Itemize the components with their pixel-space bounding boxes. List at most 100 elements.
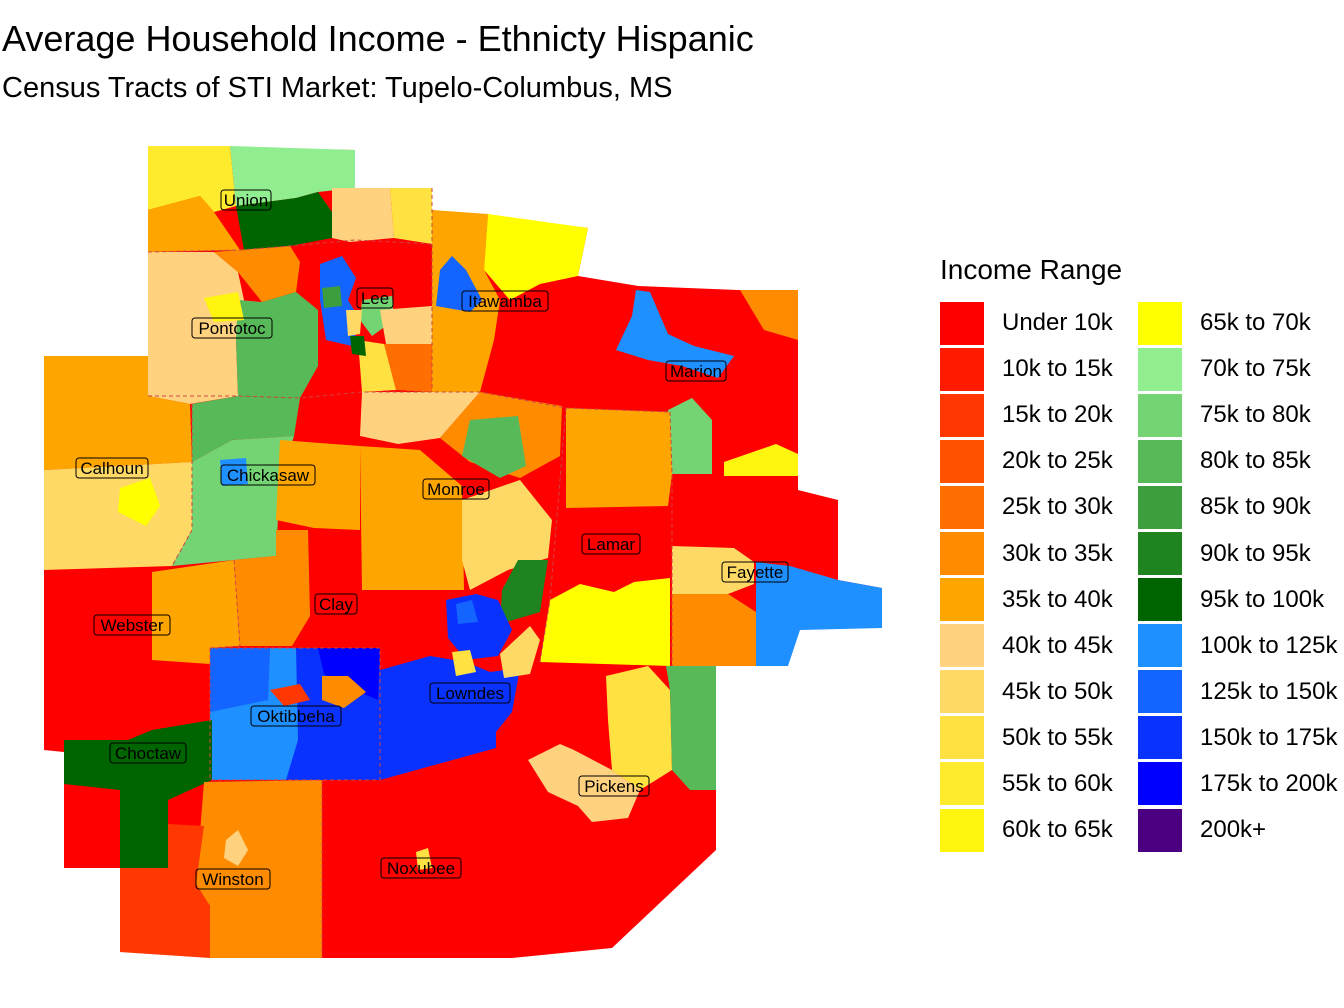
county-label-calhoun: Calhoun <box>75 457 149 479</box>
legend-label: 20k to 25k <box>1002 447 1113 475</box>
county-label-marion: Marion <box>665 360 727 382</box>
tract <box>528 744 640 822</box>
legend-item: 25k to 30k <box>940 484 1138 530</box>
svg-text:Lee: Lee <box>361 289 389 308</box>
tract <box>360 446 464 590</box>
svg-text:Noxubee: Noxubee <box>387 859 455 878</box>
tract <box>152 560 240 664</box>
county-label-lowndes: Lowndes <box>429 682 511 704</box>
legend-item: 125k to 150k <box>1138 669 1344 715</box>
tract <box>44 462 192 570</box>
legend-swatch <box>940 762 984 806</box>
tract <box>566 408 672 508</box>
tract <box>234 530 310 646</box>
legend-label: 35k to 40k <box>1002 585 1113 613</box>
legend-item: 50k to 55k <box>940 715 1138 761</box>
svg-text:Clay: Clay <box>319 595 354 614</box>
legend-item: Under 10k <box>940 300 1138 346</box>
tract <box>740 290 798 340</box>
legend-label: 80k to 85k <box>1200 447 1311 475</box>
legend-item: 30k to 35k <box>940 530 1138 576</box>
legend-swatch <box>1138 762 1182 806</box>
legend-label: 25k to 30k <box>1002 493 1113 521</box>
tract <box>452 650 476 676</box>
tract <box>120 824 210 958</box>
svg-text:Chickasaw: Chickasaw <box>227 466 310 485</box>
legend-swatch <box>1138 347 1182 391</box>
svg-text:Marion: Marion <box>670 362 722 381</box>
legend-item: 45k to 50k <box>940 669 1138 715</box>
legend-swatch <box>1138 439 1182 483</box>
tract <box>118 478 160 526</box>
county-label-clay: Clay <box>314 593 358 615</box>
county-label-noxubee: Noxubee <box>380 857 462 879</box>
tract <box>236 192 332 250</box>
tract <box>540 578 670 666</box>
legend-swatch <box>1138 485 1182 529</box>
svg-text:Fayette: Fayette <box>727 563 784 582</box>
tract <box>416 848 432 870</box>
county-label-union: Union <box>220 189 272 211</box>
tract <box>672 594 756 666</box>
legend-swatch <box>1138 578 1182 622</box>
map-subtitle: Census Tracts of STI Market: Tupelo-Colu… <box>2 72 673 104</box>
legend-item: 85k to 90k <box>1138 484 1344 530</box>
legend-item: 10k to 15k <box>940 346 1138 392</box>
county-label-itawamba: Itawamba <box>461 290 549 312</box>
legend-label: 65k to 70k <box>1200 309 1311 337</box>
county-label-webster: Webster <box>93 614 171 636</box>
legend-item: 95k to 100k <box>1138 577 1344 623</box>
tract <box>360 392 480 444</box>
tract-layer <box>44 146 882 958</box>
map-title: Average Household Income - Ethnicty Hisp… <box>2 18 754 59</box>
tract <box>322 676 366 708</box>
tract <box>224 830 248 866</box>
svg-text:Webster: Webster <box>101 616 164 635</box>
county-label-lamar: Lamar <box>581 533 641 555</box>
tract <box>332 188 394 242</box>
legend-label: 95k to 100k <box>1200 585 1325 613</box>
legend-item: 40k to 45k <box>940 623 1138 669</box>
legend-label: 55k to 60k <box>1002 769 1113 797</box>
legend-label: 150k to 175k <box>1200 723 1338 751</box>
legend-swatch <box>940 716 984 760</box>
legend-swatch <box>940 439 984 483</box>
legend-label: 15k to 20k <box>1002 401 1113 429</box>
legend-item: 65k to 70k <box>1138 300 1344 346</box>
tract <box>192 396 300 462</box>
legend-label: 30k to 35k <box>1002 539 1113 567</box>
svg-text:Choctaw: Choctaw <box>115 744 182 763</box>
tract <box>606 666 672 790</box>
legend-swatch <box>940 393 984 437</box>
legend-swatch <box>940 485 984 529</box>
tract <box>390 188 432 244</box>
svg-text:Pickens: Pickens <box>584 777 644 796</box>
legend-item: 15k to 20k <box>940 392 1138 438</box>
tract <box>668 398 712 474</box>
county-label-oktibbeha: Oktibbeha <box>250 705 342 727</box>
legend-label: 85k to 90k <box>1200 493 1311 521</box>
tract <box>276 440 360 530</box>
legend-label: 75k to 80k <box>1200 401 1311 429</box>
legend-swatch <box>1138 670 1182 714</box>
legend-label: 50k to 55k <box>1002 723 1113 751</box>
legend-swatch <box>1138 301 1182 345</box>
county-label-fayette: Fayette <box>721 561 789 583</box>
tract <box>44 356 192 470</box>
tract <box>380 656 520 780</box>
legend-swatch <box>1138 624 1182 668</box>
legend-item: 150k to 175k <box>1138 715 1344 761</box>
tract <box>172 436 294 566</box>
legend-label: 200k+ <box>1200 816 1267 844</box>
svg-text:Pontotoc: Pontotoc <box>198 319 266 338</box>
tract <box>148 146 236 212</box>
svg-text:Monroe: Monroe <box>427 480 485 499</box>
svg-text:Winston: Winston <box>202 870 263 889</box>
legend-item: 55k to 60k <box>940 761 1138 807</box>
tract <box>456 600 478 624</box>
legend-title: Income Range <box>940 254 1123 285</box>
legend-item: 75k to 80k <box>1138 392 1344 438</box>
legend-swatch <box>940 578 984 622</box>
legend-item: 200k+ <box>1138 807 1344 853</box>
tract <box>64 720 212 868</box>
